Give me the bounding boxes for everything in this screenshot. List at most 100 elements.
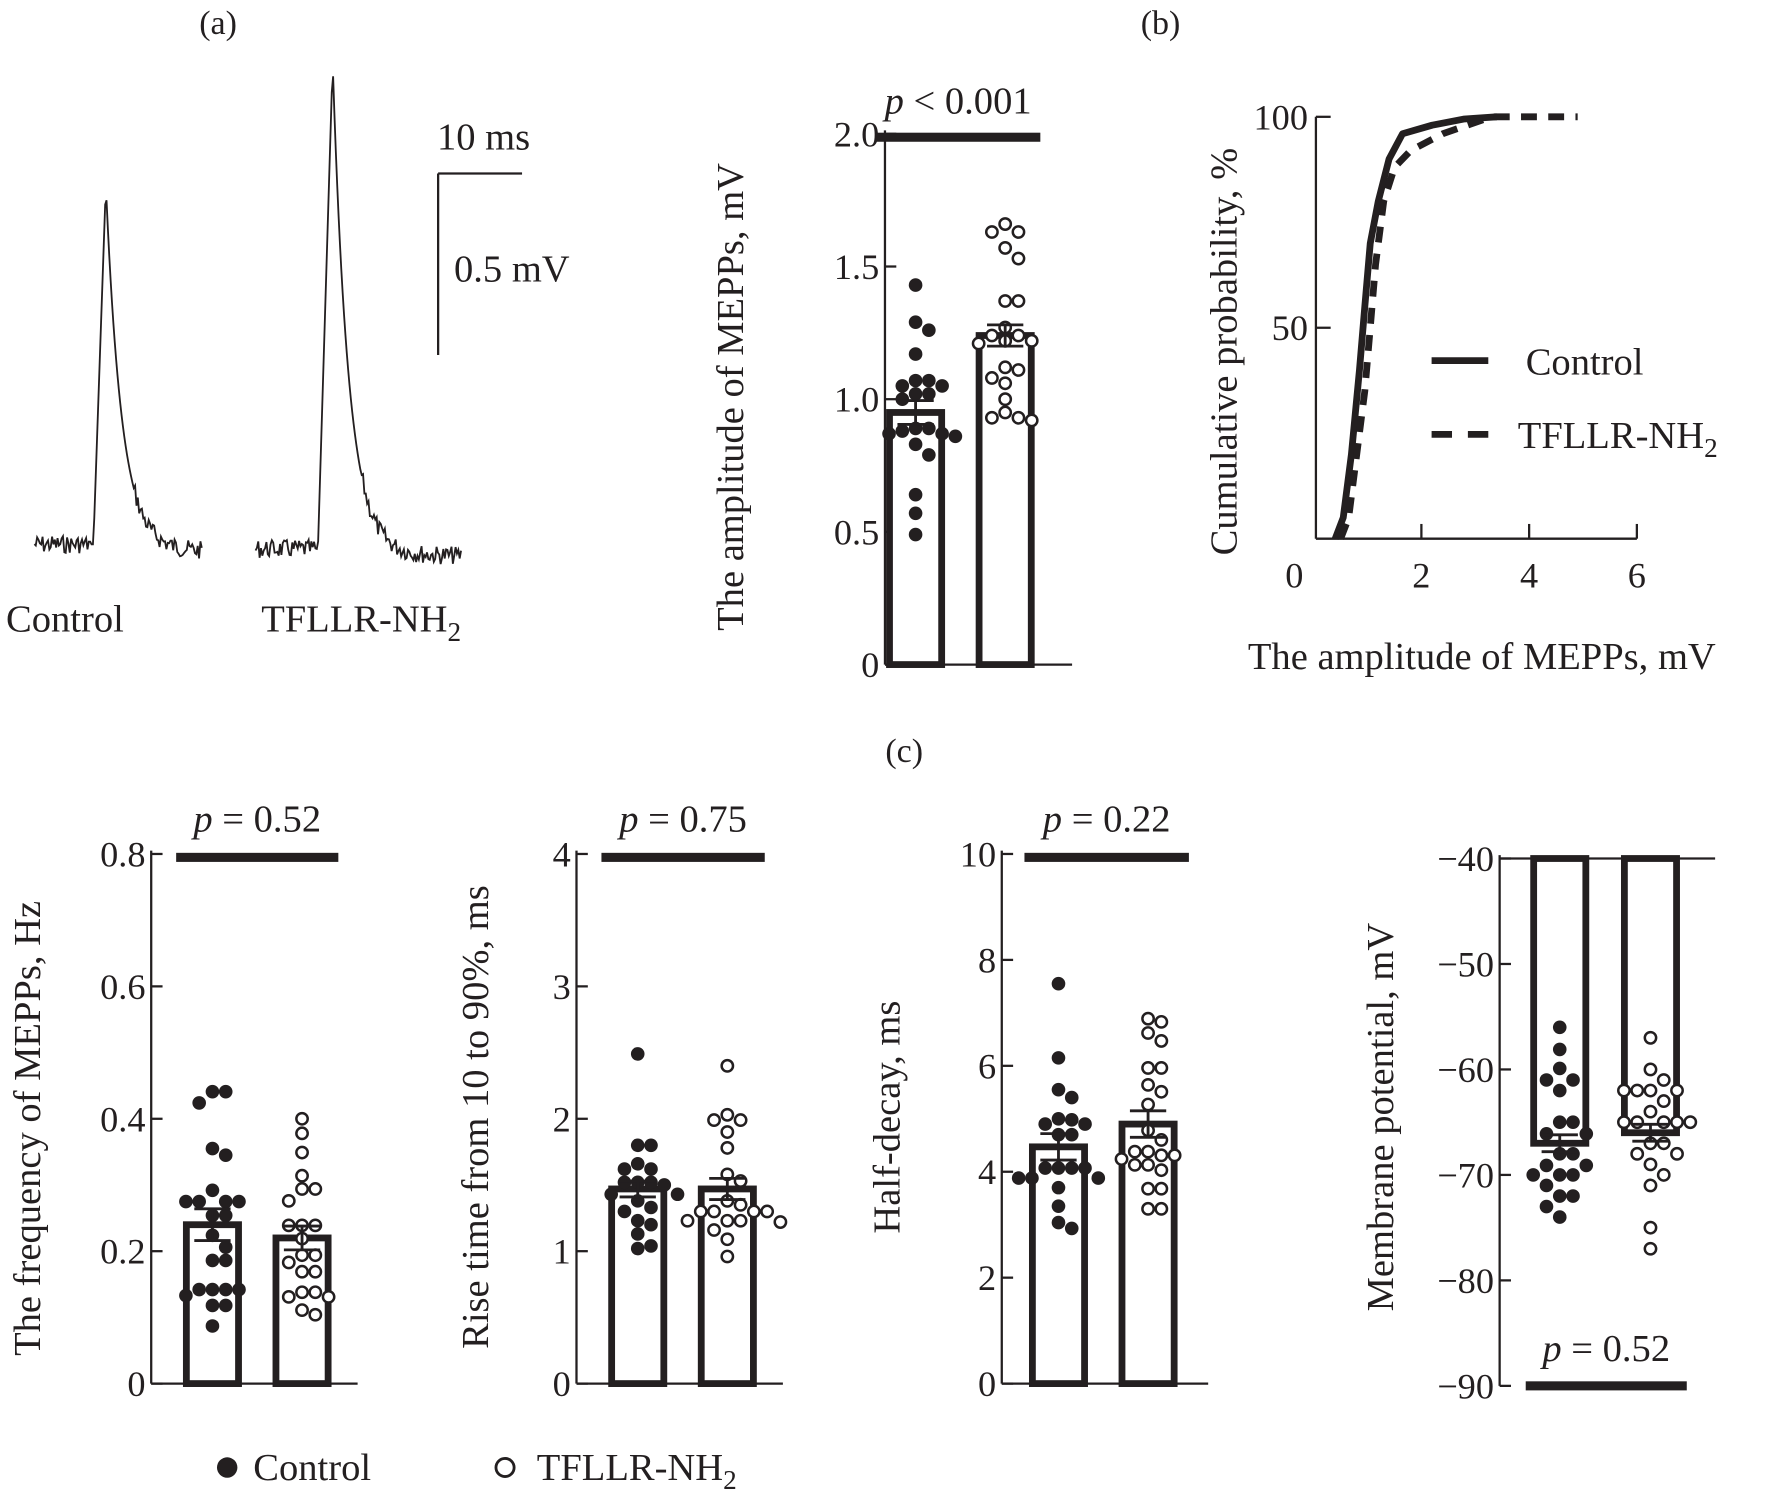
data-point-tfllr [1024, 333, 1039, 348]
data-point-tfllr [308, 1307, 323, 1322]
legend-control-label: Control [253, 1447, 371, 1489]
data-point-tfllr [308, 1264, 323, 1279]
data-point-control [218, 1282, 233, 1297]
y-tick-label: −80 [1437, 1261, 1494, 1301]
data-point-tfllr [1154, 1084, 1169, 1099]
data-point-control [1539, 1158, 1554, 1173]
data-point-tfllr [720, 1058, 735, 1073]
data-point-control [1064, 1161, 1079, 1175]
data-point-tfllr [1127, 1157, 1142, 1172]
data-point-control [192, 1194, 206, 1209]
data-point-tfllr [295, 1168, 309, 1183]
data-point-control [922, 373, 936, 388]
data-point-control [1579, 1126, 1594, 1141]
data-point-control [1064, 1090, 1079, 1105]
data-point-tfllr [1154, 1163, 1169, 1178]
data-point-tfllr [746, 1204, 761, 1219]
data-point-control [1051, 1161, 1066, 1175]
data-point-tfllr [998, 241, 1013, 255]
data-point-tfllr [1141, 1061, 1155, 1075]
y-tick-label: 1 [553, 1232, 571, 1272]
y-tick-label: 3 [553, 967, 571, 1007]
error-bar [1541, 1133, 1578, 1154]
data-point-control [908, 315, 923, 330]
data-point-tfllr [1141, 1201, 1155, 1216]
data-point-tfllr [971, 336, 986, 351]
error-bar [619, 1179, 656, 1199]
error-bar [1040, 1132, 1077, 1162]
data-point-tfllr [773, 1215, 788, 1229]
data-point-control [908, 487, 923, 502]
data-point-tfllr [295, 1126, 309, 1141]
data-point-tfllr [295, 1111, 309, 1126]
y-axis-label: Half-decay, ms [867, 1001, 909, 1234]
data-point-control [1051, 1199, 1066, 1213]
data-point-tfllr [308, 1182, 323, 1196]
data-point-tfllr [998, 392, 1013, 407]
data-point-control [1051, 1111, 1066, 1126]
data-point-tfllr [984, 328, 999, 343]
data-point-tfllr [1656, 1136, 1671, 1151]
data-point-tfllr [720, 1213, 735, 1228]
data-point-tfllr [760, 1204, 775, 1219]
p-value-label: p = 0.75 [616, 798, 747, 840]
y-tick-label: 4 [553, 834, 571, 874]
y-tick-label: 2.0 [834, 114, 879, 154]
data-point-control [935, 426, 949, 441]
y-tick-label: 2 [978, 1258, 996, 1298]
data-point-control [1552, 1042, 1567, 1057]
data-point-control [1078, 1117, 1092, 1131]
data-point-tfllr [720, 1140, 735, 1155]
data-point-tfllr [720, 1232, 735, 1247]
significance-bar [176, 852, 339, 862]
legend-tfllr-marker [494, 1457, 516, 1479]
data-point-control [908, 506, 923, 521]
x-tick-label: 4 [1520, 555, 1538, 595]
data-point-tfllr [984, 225, 999, 239]
data-point-control [1552, 1115, 1567, 1129]
data-point-control [218, 1194, 233, 1209]
data-point-control [895, 424, 910, 438]
data-point-tfllr [321, 1289, 336, 1304]
data-point-control [192, 1096, 206, 1110]
data-point-control [1539, 1073, 1554, 1087]
data-point-control [630, 1138, 645, 1153]
data-point-control [232, 1282, 246, 1297]
data-point-tfllr [984, 410, 999, 425]
data-point-control [630, 1047, 645, 1061]
data-point-tfllr [998, 294, 1013, 308]
data-point-control [604, 1187, 618, 1202]
data-point-control [1552, 1168, 1567, 1182]
data-point-control [922, 448, 936, 462]
data-point-control [908, 373, 923, 388]
data-point-control [1025, 1171, 1039, 1185]
data-point-tfllr [1154, 1181, 1169, 1196]
data-point-tfllr [1024, 413, 1039, 428]
p-value-label: p = 0.52 [190, 798, 321, 840]
data-point-control [630, 1241, 645, 1256]
data-point-control [1091, 1171, 1106, 1185]
y-tick-label: −90 [1437, 1366, 1494, 1406]
data-point-tfllr [1141, 1144, 1155, 1159]
data-point-control [882, 426, 896, 441]
data-point-control [205, 1253, 220, 1268]
membrane-chart: −90 −80 −70 −60 −50 −40 Membrane potential, mV… [1360, 839, 1716, 1406]
half_decay-chart: 0 2 4 6 8 10 Half-decay, ms p = 0.22 [867, 798, 1209, 1404]
data-point-control [1579, 1158, 1594, 1173]
legend-control-marker [216, 1457, 238, 1478]
y-tick-label: 8 [978, 940, 996, 980]
significance-bar [1024, 852, 1189, 862]
y-tick-label: 0.6 [100, 967, 145, 1007]
y-tick-label: 50 [1272, 308, 1308, 348]
data-point-control [1566, 1189, 1580, 1203]
data-point-control [179, 1194, 193, 1209]
data-point-control [644, 1138, 658, 1153]
data-point-tfllr [1011, 225, 1026, 239]
data-point-tfllr [1630, 1115, 1645, 1130]
x-axis-label: The amplitude of MEPPs, mV [1248, 636, 1716, 678]
data-point-tfllr [1141, 1157, 1155, 1172]
error-bar [283, 1224, 321, 1252]
data-point-control [908, 278, 923, 292]
data-point-tfllr [1670, 1115, 1684, 1130]
data-point-tfllr [1011, 363, 1026, 377]
